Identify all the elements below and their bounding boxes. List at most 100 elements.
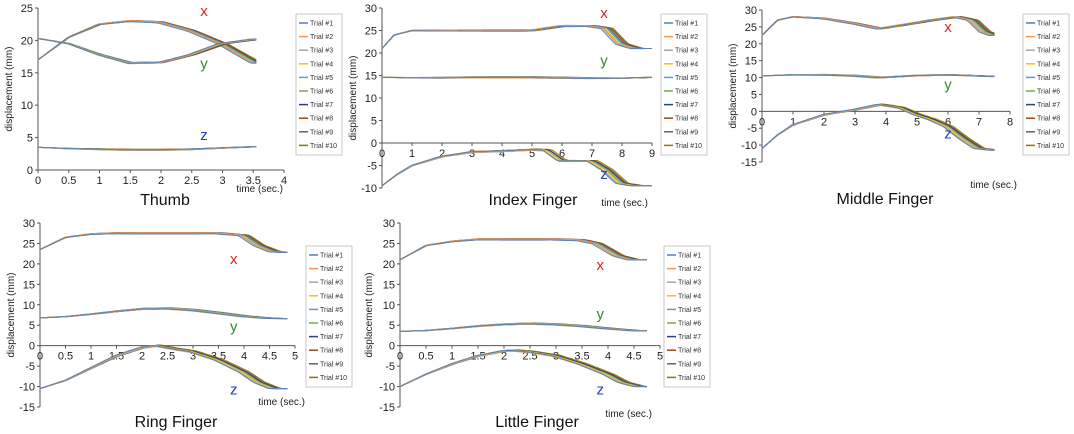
legend: Trial #1 Trial #2 Trial #3 Trial #4 Trial #5… — [305, 245, 353, 388]
y-tick-label: 5 — [371, 116, 377, 128]
y-tick-label: 30 — [383, 218, 395, 230]
y-tick-label: 30 — [745, 5, 757, 17]
legend-entry: Trial #10 — [310, 143, 337, 150]
series-line-x-trial-10 — [761, 16, 995, 36]
series-line-x-trial-10 — [37, 20, 257, 61]
x-tick-label: 3.5 — [246, 175, 261, 187]
legend-entry: Trial #4 — [320, 293, 343, 300]
y-tick-label: -5 — [747, 123, 757, 135]
y-tick-label: 20 — [745, 39, 757, 51]
series-line-y-trial-1 — [381, 76, 652, 79]
legend-entry: Trial #10 — [320, 375, 347, 382]
legend-entry: Trial #7 — [678, 334, 701, 341]
series-line-z-trial-3 — [761, 104, 995, 151]
panel-thumb: 0 5 10 15 20 25 0 0.5 1 1.5 2 2.5 3 3.5 4 displacement … — [4, 3, 343, 209]
y-tick-label: 0 — [27, 165, 33, 177]
panel-title: Thumb — [140, 192, 190, 209]
x-tick-label: 4 — [605, 351, 611, 363]
panel-title: Index Finger — [489, 192, 579, 209]
x-axis-label: time (sec.) — [605, 409, 652, 420]
component-marker-x: x — [230, 251, 238, 268]
x-tick-label: 0 — [35, 175, 41, 187]
x-axis-label: time (sec.) — [601, 198, 648, 209]
x-tick-label: 4 — [241, 351, 247, 363]
x-tick-label: 3 — [852, 116, 858, 128]
legend-entry: Trial #5 — [675, 75, 698, 82]
y-tick-label: 0 — [751, 106, 757, 118]
legend-entry: Trial #1 — [675, 21, 698, 28]
y-tick-label: 25 — [383, 238, 395, 250]
legend-entry: Trial #10 — [675, 143, 702, 150]
legend-entry: Trial #7 — [675, 102, 698, 109]
y-tick-label: 20 — [383, 259, 395, 271]
x-tick-label: 4 — [281, 175, 287, 187]
legend-entry: Trial #9 — [678, 361, 701, 368]
x-tick-label: 0 — [379, 148, 385, 160]
x-tick-label: 8 — [619, 148, 625, 160]
x-tick-label: 1.5 — [123, 175, 138, 187]
series-line-x-trial-5 — [761, 16, 995, 36]
x-tick-label: 0.5 — [418, 351, 433, 363]
y-axis-label: displacement (mm) — [6, 272, 17, 357]
x-tick-label: 3 — [219, 175, 225, 187]
y-axis-label: displacement (mm) — [728, 43, 739, 128]
legend-entry: Trial #3 — [310, 48, 333, 55]
series-line-x-trial-3 — [761, 16, 995, 36]
legend-entry: Trial #1 — [310, 21, 333, 28]
legend-entry: Trial #1 — [1037, 21, 1060, 28]
legend-entry: Trial #3 — [675, 48, 698, 55]
legend-entry: Trial #2 — [678, 266, 701, 273]
series-line-y-trial-1 — [37, 37, 257, 64]
series-line-x-trial-2 — [761, 16, 995, 36]
y-tick-label: 15 — [745, 56, 757, 68]
y-tick-label: 10 — [21, 100, 33, 112]
y-tick-label: 5 — [389, 320, 395, 332]
y-tick-label: 15 — [365, 71, 377, 83]
legend-entry: Trial #6 — [310, 89, 333, 96]
legend: Trial #1 Trial #2 Trial #3 Trial #4 Trial #5… — [1022, 13, 1070, 156]
y-tick-label: 30 — [23, 218, 35, 230]
legend: Trial #1 Trial #2 Trial #3 Trial #4 Trial #5… — [295, 13, 343, 156]
legend: Trial #1 Trial #2 Trial #3 Trial #4 Trial #5… — [660, 13, 708, 156]
legend-entry: Trial #2 — [310, 34, 333, 41]
legend-entry: Trial #3 — [320, 280, 343, 287]
series-line-x-trial-4 — [761, 16, 995, 36]
legend-entry: Trial #4 — [675, 61, 698, 68]
legend-entry: Trial #9 — [320, 361, 343, 368]
y-tick-label: 15 — [23, 279, 35, 291]
series-line-x-trial-8 — [761, 16, 995, 36]
component-marker-z: z — [230, 382, 238, 399]
component-marker-y: y — [596, 306, 604, 323]
y-tick-label: -15 — [19, 402, 35, 414]
y-tick-label: 25 — [745, 22, 757, 34]
component-marker-z: z — [596, 382, 604, 399]
x-tick-label: 3 — [190, 351, 196, 363]
legend-entry: Trial #7 — [310, 102, 333, 109]
y-tick-label: 10 — [383, 300, 395, 312]
y-tick-label: -10 — [741, 140, 757, 152]
y-tick-label: -10 — [379, 382, 395, 394]
component-marker-x: x — [200, 3, 208, 20]
x-tick-label: 8 — [1007, 116, 1013, 128]
legend-entry: Trial #6 — [320, 321, 343, 328]
x-tick-label: 6 — [559, 148, 565, 160]
legend-entry: Trial #5 — [310, 75, 333, 82]
y-tick-label: 20 — [365, 48, 377, 60]
y-tick-label: -15 — [379, 402, 395, 414]
y-tick-label: 0 — [389, 341, 395, 353]
legend-entry: Trial #4 — [1037, 61, 1060, 68]
x-tick-label: 5 — [292, 351, 298, 363]
series-line-x-trial-1 — [399, 239, 647, 261]
series-line-z-trial-1 — [39, 345, 288, 390]
x-tick-label: 7 — [589, 148, 595, 160]
x-tick-label: 0.5 — [61, 175, 76, 187]
y-tick-label: 25 — [21, 3, 33, 15]
y-axis-label: displacement (mm) — [348, 55, 359, 140]
y-tick-label: 5 — [29, 320, 35, 332]
series-line-x-trial-7 — [761, 16, 995, 36]
component-marker-z: z — [600, 166, 608, 183]
y-tick-label: -5 — [25, 361, 35, 373]
